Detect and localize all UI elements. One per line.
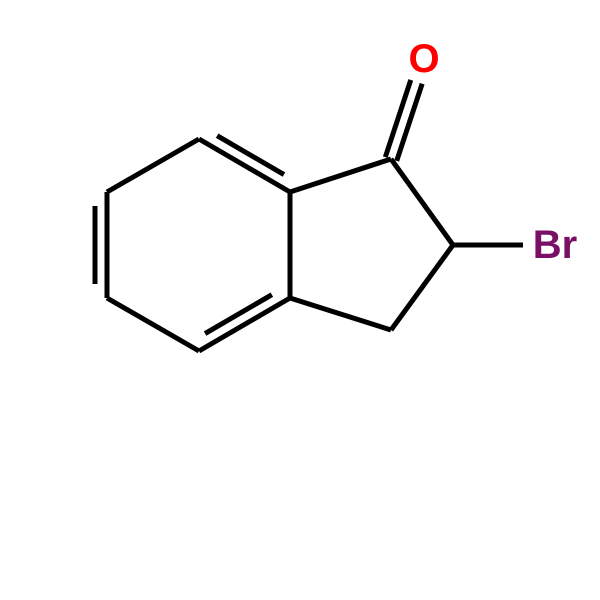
molecule-svg: O Br <box>0 0 600 600</box>
br-atom-label: Br <box>533 223 577 267</box>
molecule-diagram: O Br <box>0 0 600 600</box>
o-atom-label: O <box>408 37 439 81</box>
